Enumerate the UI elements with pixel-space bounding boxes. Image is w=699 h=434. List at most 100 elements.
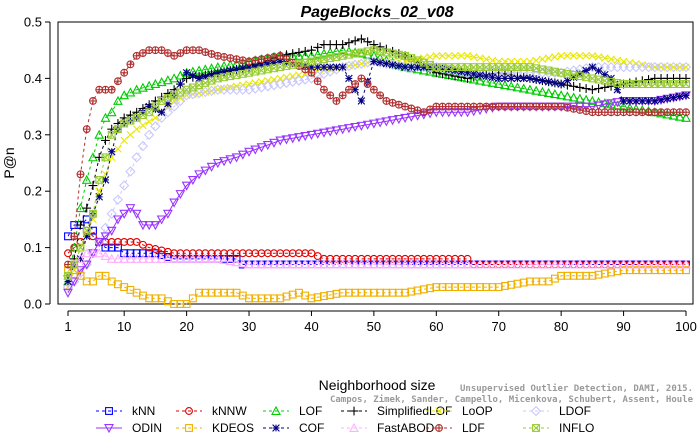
data-point: [263, 294, 272, 303]
data-point: [182, 300, 191, 308]
data-point: [126, 238, 135, 246]
data-point: [276, 294, 285, 303]
data-point: [163, 49, 172, 57]
data-point: [76, 220, 85, 230]
data-point: [76, 238, 85, 246]
data-point: [244, 259, 254, 269]
data-point: [301, 249, 310, 258]
data-point: [244, 147, 254, 157]
data-point: [113, 95, 123, 105]
data-point: [619, 57, 628, 66]
data-point: [351, 85, 359, 94]
data-point: [563, 76, 572, 85]
data-point: [363, 47, 372, 56]
legend-label: INFLO: [559, 421, 594, 434]
data-point: [281, 259, 292, 269]
data-point: [682, 80, 690, 88]
x-tick-label: 30: [242, 319, 256, 334]
data-point: [538, 65, 547, 74]
data-point: [131, 209, 142, 219]
data-point: [438, 63, 447, 72]
data-point: [263, 65, 272, 74]
data-point: [582, 107, 591, 116]
data-point: [557, 271, 566, 280]
data-point: [257, 55, 266, 64]
data-point: [663, 80, 672, 88]
data-point: [150, 253, 161, 263]
data-point: [219, 254, 229, 264]
data-point: [631, 259, 641, 269]
data-point: [106, 208, 117, 219]
data-point: [313, 56, 322, 65]
data-point: [512, 259, 523, 269]
data-point: [119, 209, 130, 219]
data-point: [238, 249, 247, 258]
data-point: [188, 294, 197, 303]
data-point: [307, 294, 316, 303]
data-point: [312, 49, 323, 59]
data-point: [76, 243, 85, 252]
data-point: [257, 249, 266, 258]
data-point: [225, 255, 236, 266]
x-tick-label: 1: [64, 319, 71, 334]
data-point: [132, 51, 141, 60]
data-point: [350, 36, 360, 46]
credit-line-2: Unsupervised Outlier Detection, DAMI, 20…: [460, 383, 693, 394]
data-point: [313, 63, 322, 71]
data-point: [175, 70, 186, 80]
data-point: [156, 112, 167, 124]
data-point: [106, 107, 117, 117]
data-point: [569, 81, 579, 91]
data-point: [288, 249, 297, 258]
data-point: [519, 74, 528, 83]
data-point: [663, 94, 672, 103]
data-point: [575, 271, 584, 280]
data-point: [251, 67, 260, 76]
series-line: [67, 49, 686, 277]
data-point: [245, 294, 253, 303]
data-point: [369, 40, 379, 49]
data-point: [312, 259, 323, 269]
data-point: [301, 58, 310, 67]
data-point: [75, 253, 86, 263]
data-point: [176, 300, 185, 308]
data-point: [138, 249, 147, 258]
data-point: [126, 249, 135, 258]
legend-marker: [435, 407, 443, 415]
data-point: [406, 112, 417, 122]
data-point: [663, 266, 672, 275]
data-point: [600, 269, 609, 278]
x-axis-label: Neighborhood size: [319, 377, 436, 393]
data-point: [195, 249, 204, 258]
data-point: [294, 259, 304, 269]
data-point: [644, 75, 653, 84]
data-point: [444, 63, 453, 72]
data-point: [669, 93, 678, 102]
data-point: [607, 268, 616, 277]
data-point: [325, 47, 336, 57]
data-point: [488, 283, 497, 292]
data-point: [157, 46, 166, 55]
data-point: [120, 238, 129, 246]
data-point: [662, 259, 673, 269]
legend-item-fastabod: FastABOD: [341, 421, 435, 434]
data-point: [513, 63, 522, 72]
data-point: [513, 74, 522, 83]
data-point: [557, 52, 565, 60]
data-point: [212, 159, 223, 169]
data-point: [100, 250, 111, 261]
data-point: [269, 259, 279, 269]
y-tick-label: 0.1: [24, 240, 42, 255]
data-point: [150, 221, 161, 231]
legend-item-knnw: kNNW: [176, 404, 247, 418]
data-point: [94, 129, 105, 139]
data-point: [363, 288, 372, 297]
data-point: [139, 121, 147, 130]
data-point: [175, 190, 186, 200]
data-point: [413, 286, 422, 295]
data-point: [400, 259, 411, 269]
data-point: [206, 162, 217, 172]
data-point: [607, 77, 616, 86]
data-point: [94, 248, 105, 258]
data-point: [282, 292, 291, 301]
